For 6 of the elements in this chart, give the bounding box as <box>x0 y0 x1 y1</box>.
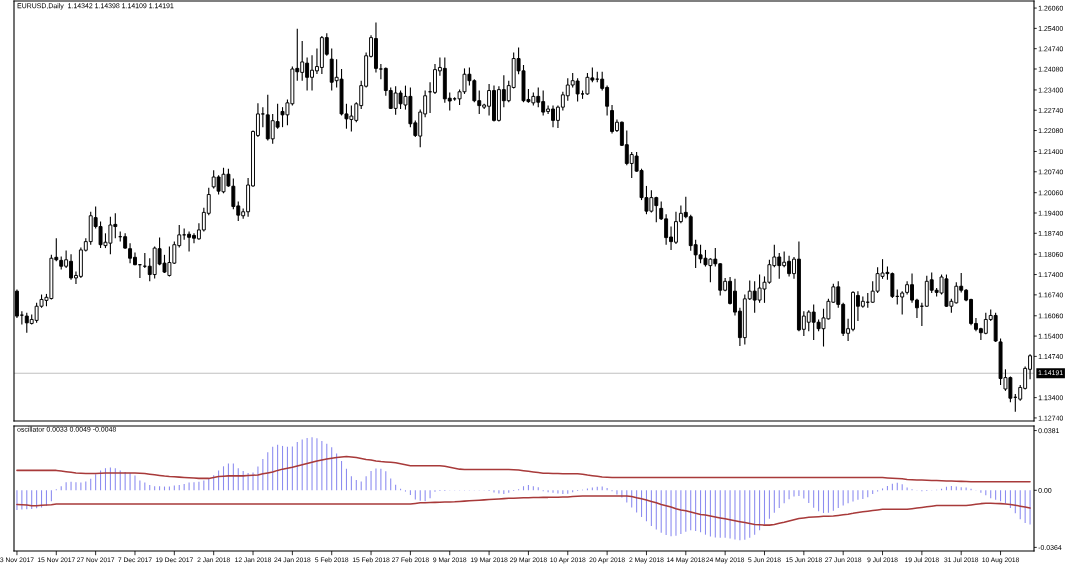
candlestick <box>585 72 590 96</box>
candlestick <box>575 77 580 103</box>
candlestick <box>860 295 865 309</box>
candlestick <box>187 230 192 253</box>
line-series <box>16 495 1031 526</box>
line-series <box>16 455 1031 483</box>
